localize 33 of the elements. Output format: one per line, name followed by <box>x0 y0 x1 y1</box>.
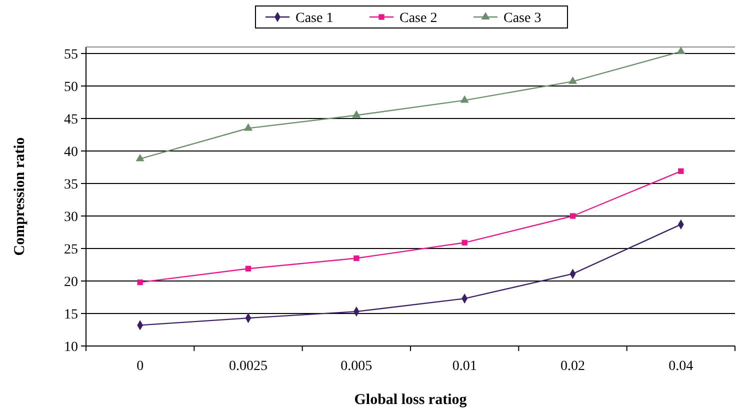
point <box>568 76 578 84</box>
y-tick-label: 20 <box>64 274 78 290</box>
point <box>462 240 468 246</box>
point <box>570 213 576 219</box>
point <box>136 154 144 162</box>
y-tick-label: 30 <box>64 210 78 225</box>
point <box>460 95 469 103</box>
y-tick-label: 35 <box>64 177 78 192</box>
y-tick-label: 50 <box>64 80 78 95</box>
x-tick-label: 0.04 <box>668 359 694 374</box>
x-tick-label: 0 <box>136 359 144 374</box>
point <box>678 168 684 174</box>
point <box>354 255 360 262</box>
x-tick-label: 0.02 <box>560 359 585 374</box>
y-tick-label: 45 <box>64 112 78 128</box>
point <box>245 266 252 272</box>
y-tick-label: 40 <box>64 144 78 160</box>
y-tick-label: 15 <box>64 307 78 322</box>
x-tick-label: 0.005 <box>340 359 372 374</box>
legend-label: Case 1 <box>296 10 334 26</box>
legend-label: Case 2 <box>400 10 438 26</box>
point <box>676 46 686 54</box>
point <box>137 279 143 286</box>
y-axis-title: Compression ratio <box>12 137 28 256</box>
x-tick-label: 0.01 <box>452 359 477 374</box>
x-tick-label: 0.0025 <box>229 359 268 374</box>
y-tick-label: 55 <box>64 47 78 62</box>
x-axis-title: Global loss ratiog <box>354 392 468 408</box>
y-tick-label: 10 <box>64 340 78 355</box>
y-tick-label: 25 <box>64 242 78 258</box>
legend-label: Case 3 <box>504 10 542 26</box>
point <box>352 110 361 118</box>
point <box>244 123 253 131</box>
